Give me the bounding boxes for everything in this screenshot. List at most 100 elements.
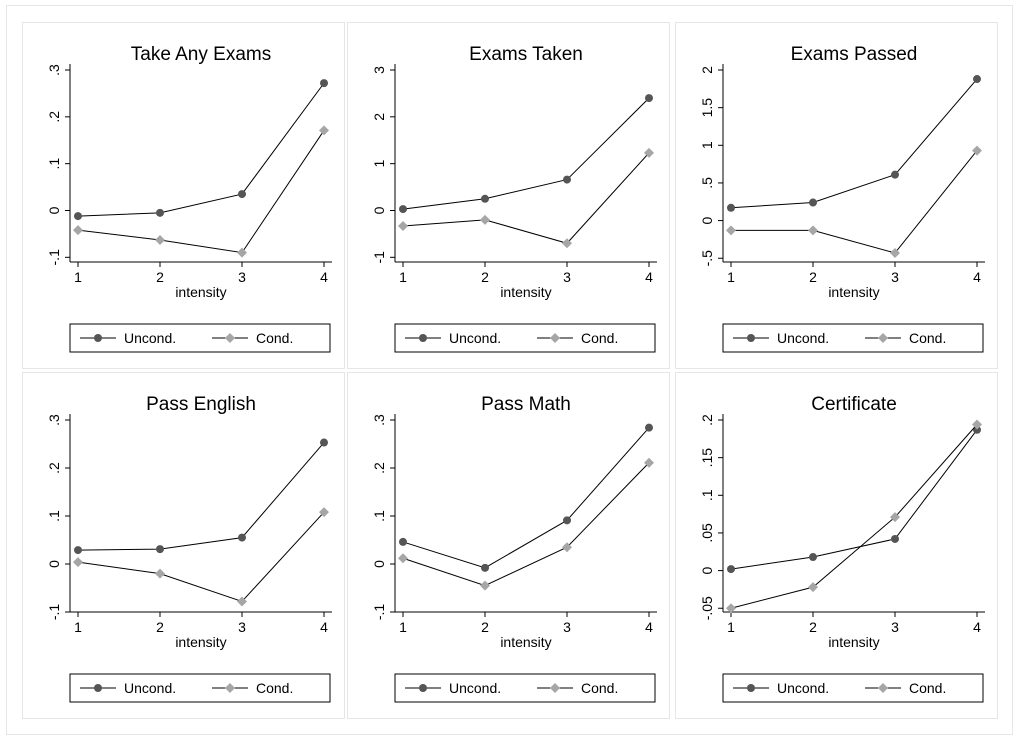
point-uncond — [973, 425, 981, 434]
legend-label-uncond: Uncond. — [777, 330, 829, 346]
point-cond — [73, 557, 83, 568]
x-tick-label: 1 — [727, 269, 735, 285]
point-cond — [480, 580, 490, 591]
series-line-cond — [402, 152, 650, 244]
x-tick-label: 1 — [399, 619, 407, 635]
panel-exams-taken: Exams Taken -1 0 1 2 3 1 2 3 4 intensity Uncond. Con… — [347, 22, 670, 369]
figure-frame — [6, 5, 1013, 735]
y-tick-label: 0 — [371, 560, 387, 568]
point-uncond — [320, 79, 328, 88]
point-uncond — [481, 194, 489, 203]
x-tick-label: 4 — [320, 269, 328, 285]
point-cond — [890, 512, 900, 523]
legend-label-cond: Cond. — [909, 330, 946, 346]
y-tick-label: .3 — [371, 414, 387, 426]
legend-label-cond: Cond. — [256, 330, 293, 346]
series-line-cond — [402, 462, 650, 587]
point-cond — [562, 542, 572, 553]
y-tick-label: 1 — [699, 141, 715, 149]
series-line-uncond — [77, 442, 325, 551]
x-axis-title: intensity — [500, 284, 551, 300]
panel-title: Exams Taken — [469, 44, 583, 65]
y-tick-label: .2 — [46, 462, 62, 474]
panel-border — [22, 22, 345, 369]
x-tick-label: 3 — [238, 269, 246, 285]
y-tick-label: -.1 — [46, 604, 62, 621]
point-cond — [480, 214, 490, 225]
y-tick-label: .15 — [699, 448, 715, 468]
point-cond — [155, 234, 165, 245]
legend-label-uncond: Uncond. — [777, 680, 829, 696]
legend-label-uncond: Uncond. — [449, 330, 501, 346]
panel-pass-english: Pass English -.1 0 .1 .2 .3 1 2 3 4 intensity Uncon… — [22, 372, 345, 719]
point-cond — [972, 419, 982, 430]
y-tick-label: -.1 — [46, 249, 62, 266]
point-cond — [890, 247, 900, 258]
y-tick-label: .3 — [46, 414, 62, 426]
x-tick-label: 4 — [973, 619, 981, 635]
point-uncond — [563, 516, 571, 525]
y-tick-label: 2 — [371, 113, 387, 121]
point-cond — [562, 238, 572, 249]
point-cond — [808, 582, 818, 593]
legend-label-cond: Cond. — [581, 680, 618, 696]
legend-label-cond: Cond. — [581, 330, 618, 346]
series-line-cond — [731, 150, 978, 254]
y-tick-label: -1 — [371, 251, 387, 264]
point-cond — [808, 225, 818, 236]
x-tick-label: 4 — [645, 619, 653, 635]
x-tick-label: 2 — [156, 269, 164, 285]
legend-marker-cond — [225, 683, 235, 693]
legend: Uncond. Cond. — [394, 673, 656, 703]
point-cond — [319, 507, 329, 518]
y-tick-label: 0 — [699, 566, 715, 574]
point-uncond — [399, 537, 407, 546]
panel-border — [675, 372, 998, 719]
point-uncond — [809, 198, 817, 207]
y-tick-label: .05 — [699, 523, 715, 543]
legend-label-cond: Cond. — [909, 680, 946, 696]
point-cond — [155, 568, 165, 579]
point-uncond — [399, 205, 407, 214]
x-axis-title: intensity — [500, 634, 551, 650]
y-tick-label: 0 — [699, 216, 715, 224]
point-uncond — [238, 190, 246, 199]
x-tick-label: 2 — [809, 619, 817, 635]
panel-border — [347, 372, 670, 719]
legend-marker-cond — [550, 683, 560, 693]
y-tick-label: .1 — [371, 510, 387, 522]
legend-marker-uncond — [747, 684, 755, 692]
y-tick-label: -.05 — [699, 596, 715, 620]
x-tick-label: 1 — [727, 619, 735, 635]
series-line-cond — [77, 130, 325, 254]
point-uncond — [74, 212, 82, 221]
legend-marker-cond — [878, 683, 888, 693]
panel-exams-passed: Exams Passed -.5 0 .5 1 1.5 2 1 2 3 4 intensity Unco… — [675, 22, 998, 369]
legend-label-cond: Cond. — [256, 680, 293, 696]
y-tick-label: 0 — [371, 206, 387, 214]
point-cond — [237, 247, 247, 258]
point-cond — [73, 225, 83, 236]
point-uncond — [727, 203, 735, 212]
panel-border — [675, 22, 998, 369]
series-line-cond — [77, 511, 325, 603]
point-cond — [972, 145, 982, 156]
legend: Uncond. Cond. — [69, 673, 331, 703]
point-uncond — [645, 94, 653, 103]
y-tick-label: .2 — [699, 414, 715, 426]
legend-marker-uncond — [419, 684, 427, 692]
x-tick-label: 1 — [399, 269, 407, 285]
x-tick-label: 2 — [481, 619, 489, 635]
legend: Uncond. Cond. — [394, 323, 656, 353]
legend-label-uncond: Uncond. — [124, 330, 176, 346]
panel-take-any-exams: Take Any Exams -.1 0 .1 .2 .3 1 2 3 4 intensity Unc… — [22, 22, 345, 369]
y-tick-label: -.1 — [371, 604, 387, 621]
legend: Uncond. Cond. — [69, 323, 331, 353]
y-tick-label: .1 — [46, 510, 62, 522]
point-uncond — [238, 533, 246, 542]
legend-marker-cond — [225, 333, 235, 343]
legend: Uncond. Cond. — [722, 323, 984, 353]
x-axis-title: intensity — [175, 634, 226, 650]
